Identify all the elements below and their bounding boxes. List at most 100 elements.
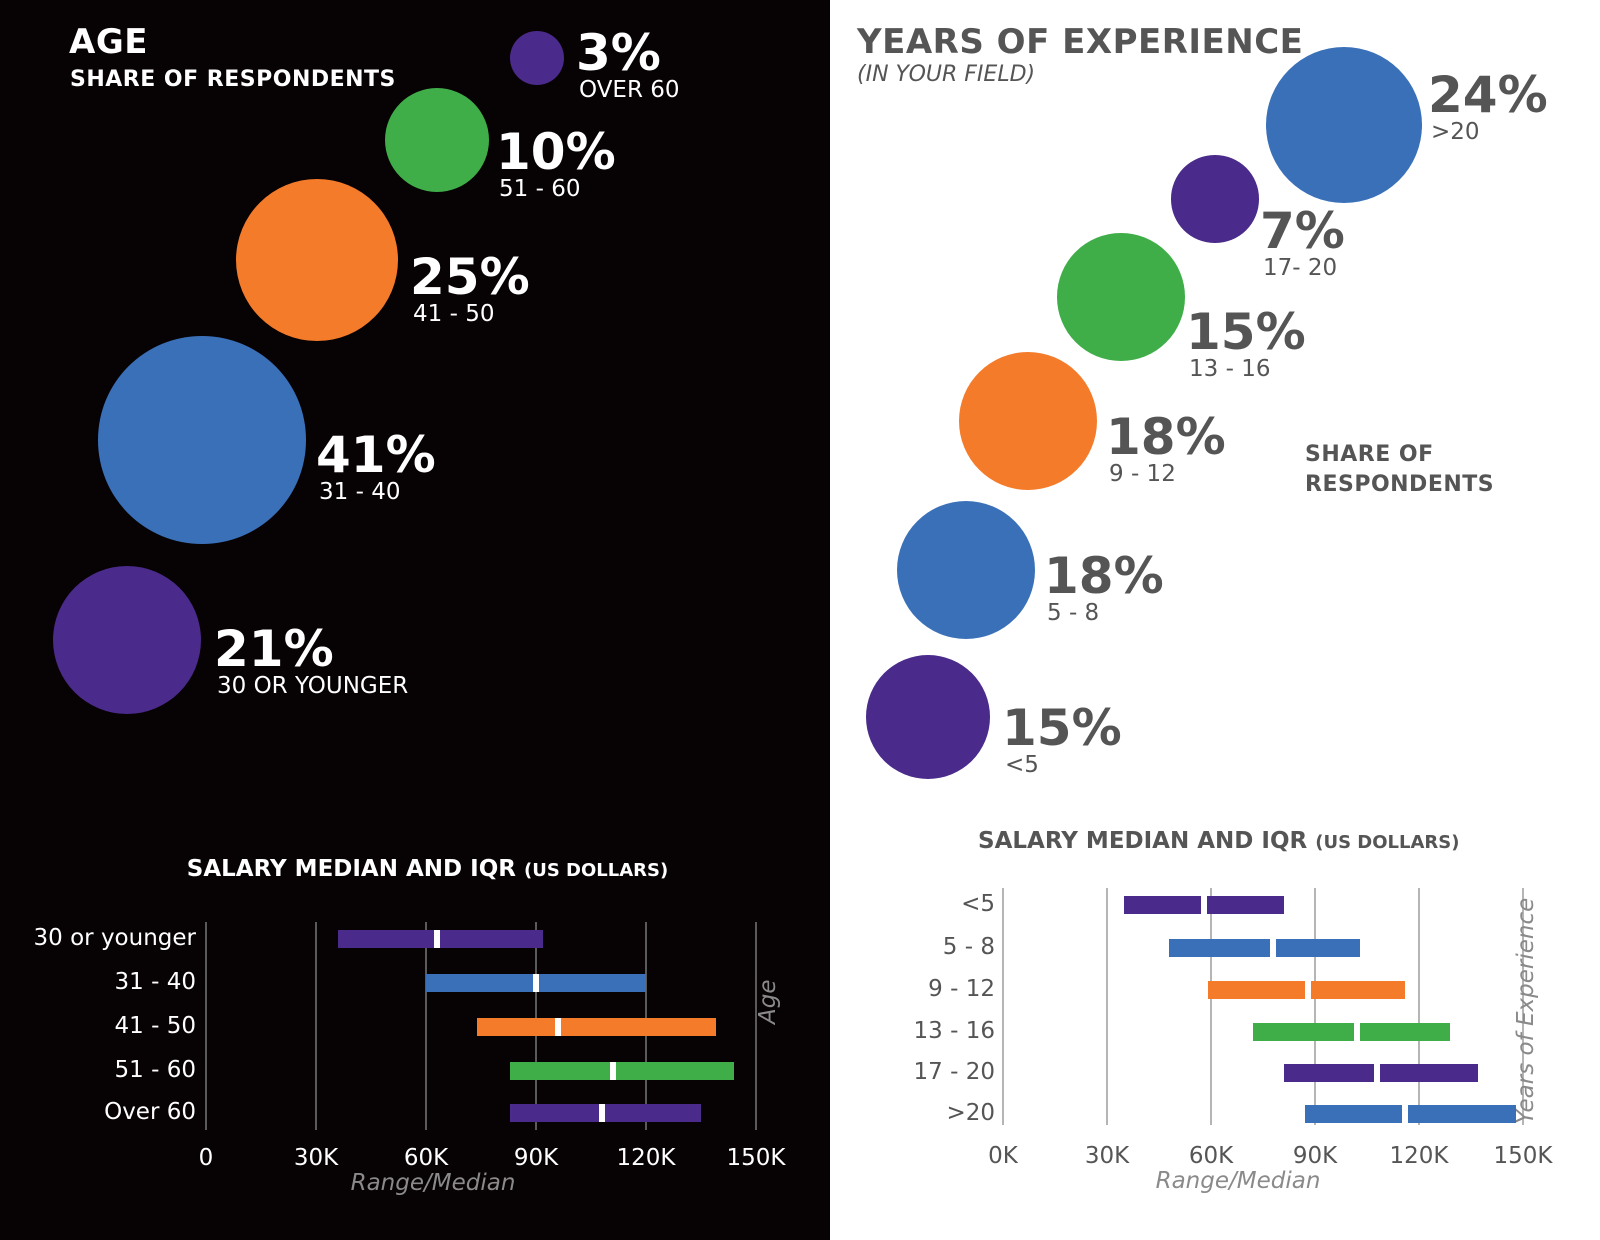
gridline [205, 922, 207, 1130]
x-tick-label: 60K [1188, 1143, 1234, 1169]
age-salary-title-text: SALARY MEDIAN AND IQR [186, 856, 516, 882]
row-label: 9 - 12 [928, 976, 995, 1002]
iqr-bar [1169, 939, 1361, 957]
bubble-category-label: 9 - 12 [1109, 461, 1176, 487]
bubble-category-label: OVER 60 [579, 77, 680, 103]
bubble-percent: 25% [410, 248, 530, 306]
experience-salary-title-unit: (US DOLLARS) [1315, 832, 1460, 853]
bubble-percent: 24% [1428, 66, 1548, 124]
iqr-bar [510, 1062, 734, 1080]
x-tick-label: 60K [403, 1145, 449, 1171]
median-marker [1201, 896, 1208, 914]
bubble [1171, 155, 1259, 243]
experience-side-label: SHARE OF RESPONDENTS [1305, 442, 1495, 497]
bubble [866, 655, 990, 779]
bubble-percent: 18% [1106, 408, 1226, 466]
median-marker [1305, 981, 1312, 999]
bubble-category-label: 31 - 40 [319, 479, 401, 505]
row-label: <5 [961, 891, 995, 917]
gridline [1522, 888, 1524, 1125]
row-label: 51 - 60 [114, 1057, 196, 1083]
median-marker [555, 1018, 561, 1036]
bubble [896, 500, 1036, 640]
bubble-percent: 15% [1002, 699, 1122, 757]
median-marker [1374, 1064, 1381, 1082]
gridline [1106, 888, 1108, 1125]
bubble-percent: 15% [1186, 303, 1306, 361]
experience-panel: YEARS OF EXPERIENCE (IN YOUR FIELD) SHAR… [830, 0, 1600, 1240]
bubble-category-label: 13 - 16 [1189, 356, 1271, 382]
bubble-category-label: 51 - 60 [499, 176, 581, 202]
gridline [1210, 888, 1212, 1125]
x-tick-label: 150K [726, 1145, 786, 1171]
x-tick-label: 0 [198, 1145, 214, 1171]
row-label: Over 60 [104, 1099, 196, 1125]
bubble-percent: 3% [576, 24, 661, 82]
x-tick-label: 0K [988, 1143, 1018, 1169]
age-salary-xlabel: Range/Median [350, 1170, 516, 1196]
x-tick-label: 30K [1084, 1143, 1130, 1169]
experience-salary-xlabel: Range/Median [1155, 1168, 1321, 1194]
bubble-percent: 21% [214, 620, 334, 678]
row-label: 5 - 8 [942, 934, 995, 960]
bubble-category-label: <5 [1005, 752, 1039, 778]
row-label: 31 - 40 [114, 969, 196, 995]
bubble [384, 87, 490, 193]
iqr-bar [1283, 1064, 1478, 1082]
x-tick-label: 120K [616, 1145, 676, 1171]
age-title: AGE [69, 22, 148, 62]
bubble-category-label: 41 - 50 [413, 301, 495, 327]
median-marker [610, 1062, 616, 1080]
bubble [52, 565, 202, 715]
iqr-bar [338, 930, 544, 948]
row-label: >20 [946, 1100, 995, 1126]
iqr-bar [477, 1018, 716, 1036]
age-subtitle: SHARE OF RESPONDENTS [70, 67, 396, 92]
x-tick-label: 150K [1493, 1143, 1553, 1169]
iqr-bar [510, 1104, 701, 1122]
median-marker [1270, 939, 1277, 957]
gridline [1002, 888, 1004, 1125]
age-salary-title-unit: (US DOLLARS) [523, 860, 669, 881]
bubble-percent: 41% [316, 426, 436, 484]
bubble-category-label: 5 - 8 [1047, 600, 1100, 626]
x-tick-label: 90K [1292, 1143, 1338, 1169]
x-tick-label: 30K [293, 1145, 339, 1171]
bubble [958, 351, 1098, 491]
gridline [1314, 888, 1316, 1125]
age-salary-title: SALARY MEDIAN AND IQR (US DOLLARS) [0, 856, 830, 882]
bubble-category-label: 30 OR YOUNGER [217, 673, 409, 699]
row-label: 17 - 20 [913, 1059, 995, 1085]
bubble [1057, 233, 1185, 361]
bubble-percent: 10% [496, 123, 616, 181]
bubble [1265, 46, 1423, 204]
bubble-category-label: 17- 20 [1263, 255, 1338, 281]
median-marker [1353, 1023, 1360, 1041]
experience-salary-ylabel: Years of Experience [1513, 897, 1539, 1124]
gridline [1418, 888, 1420, 1125]
iqr-bar [1304, 1105, 1517, 1123]
x-tick-label: 90K [513, 1145, 559, 1171]
bubble-category-label: >20 [1431, 119, 1480, 145]
bubble [236, 179, 398, 341]
experience-salary-title: SALARY MEDIAN AND IQR (US DOLLARS) [978, 828, 1459, 854]
median-marker [599, 1104, 605, 1122]
gridline [315, 922, 317, 1130]
median-marker [1402, 1105, 1409, 1123]
age-panel: AGE SHARE OF RESPONDENTS 3% OVER 60 10% 51 … [0, 0, 830, 1240]
row-label: 30 or younger [33, 925, 196, 951]
median-marker [434, 930, 440, 948]
experience-title: YEARS OF EXPERIENCE [857, 22, 1304, 62]
median-marker [533, 974, 539, 992]
bubble-percent: 7% [1260, 202, 1345, 260]
bubble [509, 30, 564, 85]
row-label: 13 - 16 [913, 1018, 995, 1044]
row-label: 41 - 50 [114, 1013, 196, 1039]
iqr-bar [1252, 1023, 1451, 1041]
x-tick-label: 120K [1389, 1143, 1449, 1169]
gridline [755, 922, 757, 1130]
experience-subtitle: (IN YOUR FIELD) [857, 62, 1036, 87]
age-salary-ylabel: Age [755, 979, 781, 1024]
bubble-percent: 18% [1044, 547, 1164, 605]
bubble [98, 336, 306, 544]
